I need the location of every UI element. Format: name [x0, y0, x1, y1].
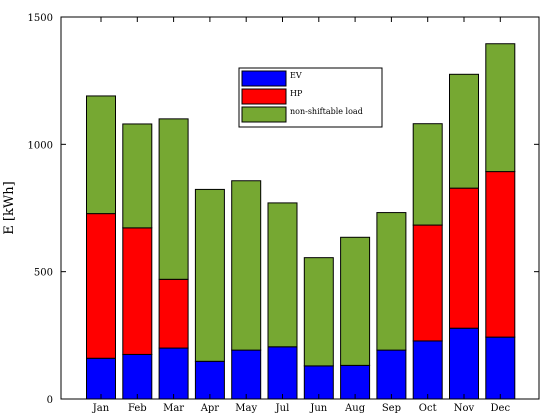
- y-tick-label: 0: [47, 395, 53, 406]
- bar-segment-nov-ev: [449, 327, 479, 400]
- bar-segment-feb-non-shiftable-load: [122, 123, 153, 229]
- legend-label: non-shiftable load: [290, 107, 363, 116]
- bar-segment-feb-ev: [122, 353, 153, 400]
- y-axis-ticks: 0 500 1000 1500: [28, 13, 539, 406]
- y-axis-label-group: E [kWh]: [2, 181, 17, 234]
- bar-segment-nov-non-shiftable-load: [449, 73, 479, 189]
- x-tick-label: Oct: [419, 403, 437, 414]
- bar-segment-jan-non-shiftable-load: [86, 95, 116, 215]
- legend-label: HP: [290, 89, 303, 98]
- y-tick-label: 500: [34, 268, 53, 279]
- legend-swatch-non-shiftable-load: [241, 106, 287, 123]
- plot-area-frame: [60, 16, 540, 400]
- bar-segment-may-non-shiftable-load: [231, 180, 262, 351]
- x-tick-label: Jun: [309, 403, 327, 414]
- bar-segment-jun-ev: [303, 365, 334, 400]
- x-tick-label: Dec: [491, 403, 511, 414]
- bar-segment-feb-hp: [122, 227, 153, 355]
- bar-segment-jan-ev: [86, 357, 116, 400]
- bar-segment-aug-non-shiftable-load: [340, 236, 371, 366]
- x-tick-label: Mar: [163, 403, 184, 414]
- bar-segment-jul-ev: [267, 346, 298, 400]
- bar-segment-oct-ev: [412, 340, 443, 400]
- bar-segment-sep-ev: [376, 349, 407, 400]
- x-tick-label: May: [235, 403, 257, 414]
- x-tick-label: Sep: [382, 403, 401, 414]
- x-axis-ticks: Jan Feb Mar Apr May Jul Jun Aug Sep Oct Nov Dec: [92, 17, 511, 414]
- legend: EV HP non-shiftable load: [238, 67, 383, 128]
- y-tick-label: 1500: [28, 13, 53, 24]
- bar-segment-oct-hp: [412, 224, 443, 342]
- x-tick-label: Jul: [275, 403, 290, 414]
- bar-segment-nov-hp: [449, 187, 479, 329]
- bar-segment-may-ev: [231, 349, 262, 400]
- bar-segment-apr-ev: [194, 360, 225, 400]
- x-tick-label: Jan: [92, 403, 110, 414]
- bar-segment-mar-ev: [158, 347, 189, 400]
- bar-segment-sep-non-shiftable-load: [376, 212, 407, 351]
- legend-swatch-ev: [241, 70, 287, 87]
- y-axis-label: E [kWh]: [2, 181, 17, 234]
- bar-segment-jun-non-shiftable-load: [303, 257, 334, 367]
- bar-segment-jan-hp: [86, 213, 116, 359]
- bar-segment-mar-non-shiftable-load: [158, 118, 189, 280]
- bar-segment-aug-ev: [340, 364, 371, 400]
- bars-layer: [86, 43, 516, 400]
- x-tick-label: Feb: [128, 403, 147, 414]
- bar-segment-oct-non-shiftable-load: [412, 123, 443, 226]
- bar-segment-jul-non-shiftable-load: [267, 202, 298, 348]
- y-tick-label: 1000: [28, 140, 53, 151]
- bar-segment-mar-hp: [158, 278, 189, 349]
- bar-segment-dec-hp: [485, 171, 516, 338]
- bar-segment-dec-ev: [485, 336, 516, 400]
- bar-segment-apr-non-shiftable-load: [194, 188, 225, 362]
- legend-label: EV: [290, 71, 302, 80]
- x-tick-label: Aug: [344, 403, 366, 414]
- legend-swatch-hp: [241, 88, 287, 105]
- bar-segment-dec-non-shiftable-load: [485, 43, 516, 173]
- x-tick-label: Nov: [454, 403, 475, 414]
- x-tick-label: Apr: [200, 403, 220, 414]
